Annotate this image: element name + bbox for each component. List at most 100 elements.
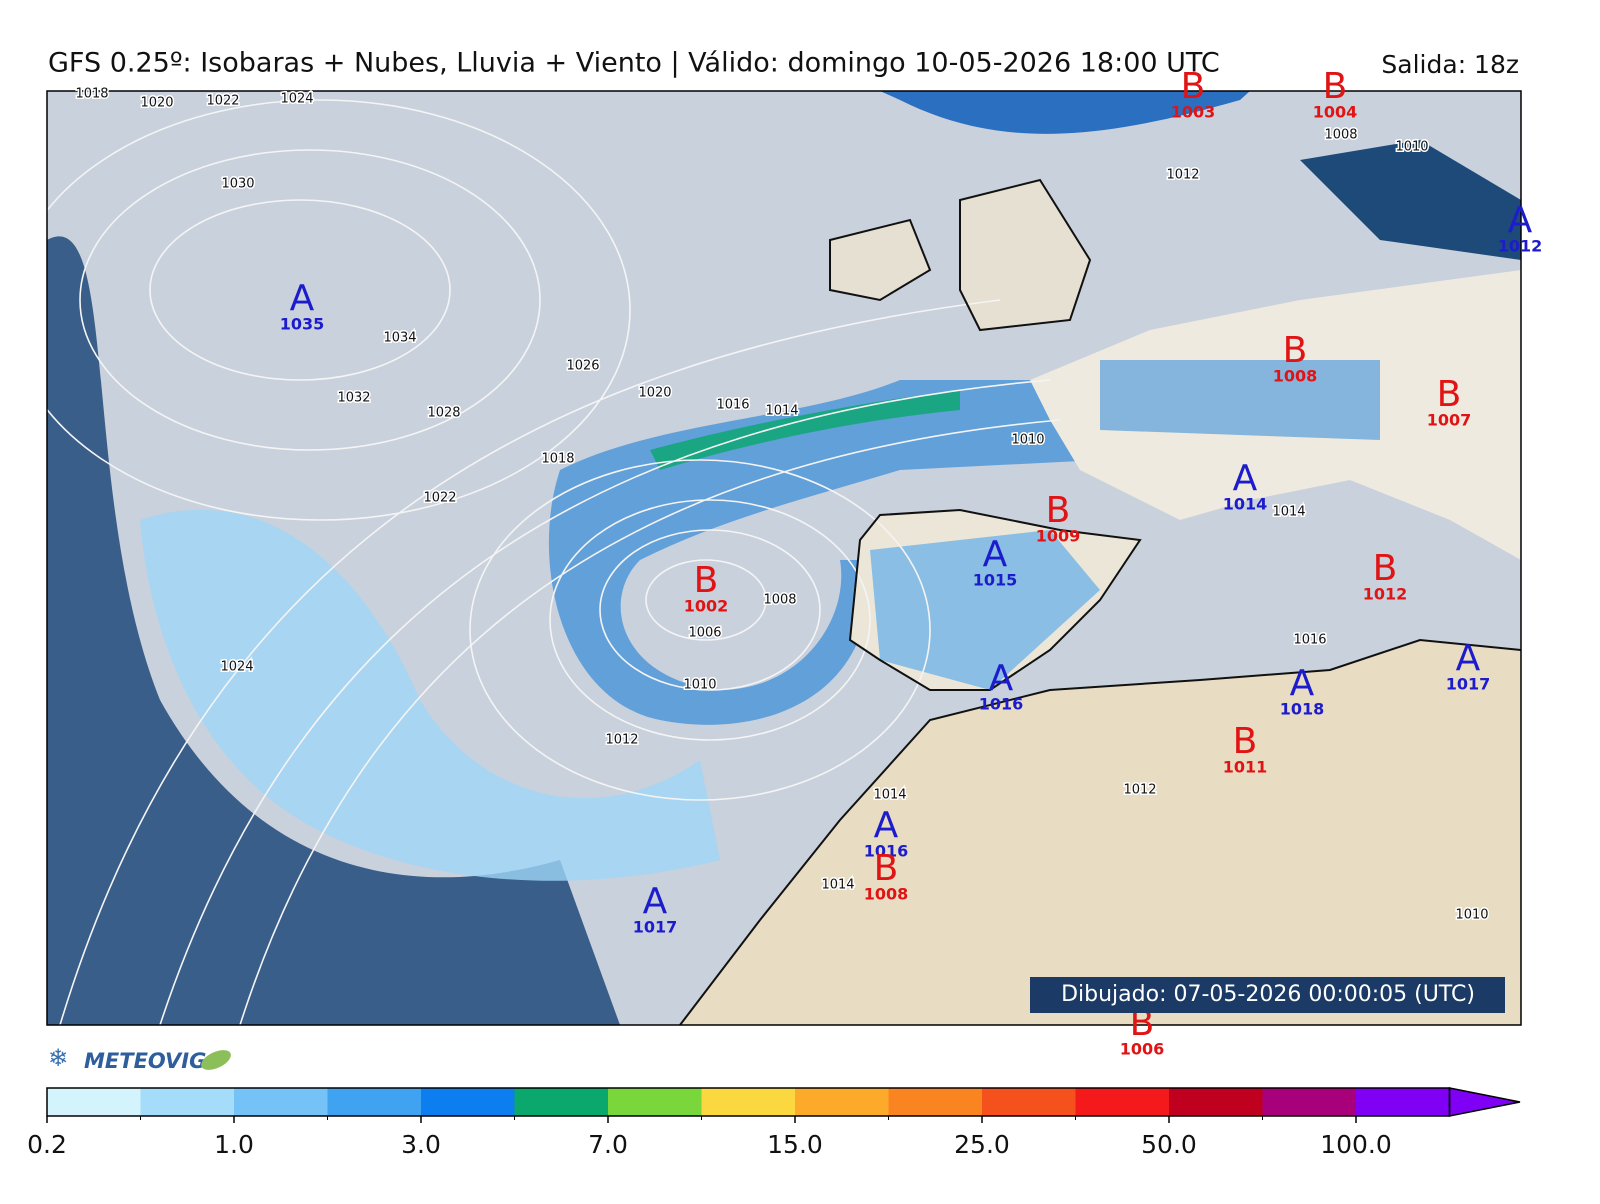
colorbar-tick-label: 1.0 — [214, 1130, 254, 1159]
center-letter: A — [989, 658, 1014, 699]
rain-band — [140, 509, 720, 881]
center-value: 1017 — [1446, 675, 1491, 694]
isobar-label: 1016 — [1293, 633, 1326, 648]
center-letter: B — [1181, 66, 1206, 107]
colorbar-tick-label: 15.0 — [767, 1130, 823, 1159]
isobar-label: 1014 — [765, 404, 798, 419]
isobar-label: 1020 — [638, 386, 671, 401]
isobar-label: 1024 — [280, 92, 313, 107]
isobar-label: 1032 — [337, 391, 370, 406]
colorbar-arrow — [1448, 1087, 1521, 1117]
center-letter: B — [1283, 330, 1308, 371]
colorbar-tick-label: 25.0 — [954, 1130, 1010, 1159]
center-letter: A — [1290, 663, 1315, 704]
center-value: 1018 — [1280, 700, 1325, 719]
isobar-label: 1022 — [423, 491, 456, 506]
colorbar-segment — [1169, 1088, 1263, 1116]
drawn-label: Dibujado: 07-05-2026 00:00:05 (UTC) — [1061, 982, 1475, 1007]
center-letter: A — [1233, 458, 1258, 499]
logo-icon: ❄ — [48, 1044, 68, 1072]
colorbar-segment — [1262, 1088, 1356, 1116]
title: GFS 0.25º: Isobaras + Nubes, Lluvia + Vi… — [48, 48, 1220, 79]
rain-iberia — [870, 530, 1100, 690]
center-value: 1012 — [1363, 585, 1408, 604]
isobar-label: 1028 — [427, 406, 460, 421]
center-value: 1007 — [1427, 411, 1472, 430]
isobar-label: 1010 — [1011, 433, 1044, 448]
isobar-label: 1016 — [716, 398, 749, 413]
center-value: 1011 — [1223, 758, 1268, 777]
rain-band — [880, 91, 1250, 134]
center-letter: B — [1233, 721, 1258, 762]
land-britain — [960, 180, 1090, 330]
cloud-band — [47, 236, 620, 1025]
coastline — [679, 178, 1521, 1025]
isobar-label: 1010 — [1395, 140, 1428, 155]
center-value: 1017 — [633, 918, 678, 937]
colorbar-segment — [234, 1088, 328, 1116]
logo-text: METEOVIGO — [84, 1049, 224, 1073]
center-letter: A — [1508, 200, 1533, 241]
map — [47, 91, 1521, 1025]
isobar-label: 1018 — [75, 87, 108, 102]
center-letter: B — [1373, 548, 1398, 589]
center-value: 1002 — [684, 597, 729, 616]
logo-leaf — [201, 1050, 231, 1070]
colorbar-segment — [140, 1088, 234, 1116]
isobar-label: 1012 — [605, 733, 638, 748]
colorbar-segment — [701, 1088, 795, 1116]
center-value: 1004 — [1313, 103, 1358, 122]
colorbar-tick-label: 7.0 — [588, 1130, 628, 1159]
colorbar-segment — [795, 1088, 889, 1116]
run-label: Salida: 18z — [1381, 50, 1519, 79]
colorbar-segment — [327, 1088, 421, 1116]
isobar-label: 1018 — [541, 452, 574, 467]
center-letter: A — [1456, 638, 1481, 679]
center-letter: B — [694, 560, 719, 601]
isobar-label: 1012 — [1166, 168, 1199, 183]
center-letter: B — [1046, 490, 1071, 531]
isobars — [47, 99, 1061, 1025]
land-africa — [680, 640, 1521, 1025]
center-letter: B — [1437, 374, 1462, 415]
colorbar-segment — [888, 1088, 982, 1116]
center-value: 1016 — [864, 842, 909, 861]
center-value: 1035 — [280, 315, 325, 334]
center-value: 1008 — [1273, 367, 1318, 386]
center-value: 1006 — [1120, 1040, 1165, 1059]
isobar-label: 1014 — [873, 788, 906, 803]
colorbar-tick-label: 3.0 — [401, 1130, 441, 1159]
isobar-label: 1024 — [220, 660, 253, 675]
isobar-label: 1034 — [383, 331, 416, 346]
colorbar: 0.2 1.0 3.0 7.0 15.0 25.0 50.0 100.0 — [27, 1087, 1521, 1159]
center-letter: B — [1323, 66, 1348, 107]
center-value: 1003 — [1171, 103, 1216, 122]
colorbar-segment — [1075, 1088, 1169, 1116]
isobar-label: 1014 — [821, 878, 854, 893]
rain-core — [650, 390, 960, 470]
center-letter: A — [290, 278, 315, 319]
colorbar-segment — [1356, 1088, 1450, 1116]
cloud-band — [1300, 140, 1521, 260]
isobar-label: 1006 — [688, 626, 721, 641]
isobar-label: 1012 — [1123, 783, 1156, 798]
isobar-label: 1008 — [1324, 128, 1357, 143]
center-letter: A — [643, 881, 668, 922]
isobar-label: 1022 — [206, 94, 239, 109]
isobar-label: 1030 — [221, 177, 254, 192]
isobar-label: 1026 — [566, 359, 599, 374]
center-value: 1009 — [1036, 527, 1081, 546]
center-letter: A — [874, 805, 899, 846]
center-value: 1016 — [979, 695, 1024, 714]
center-value: 1015 — [973, 571, 1018, 590]
rain-band — [548, 380, 1100, 725]
colorbar-segment — [47, 1088, 141, 1116]
colorbar-segment — [514, 1088, 608, 1116]
center-value: 1014 — [1223, 495, 1268, 514]
colorbar-segment — [982, 1088, 1076, 1116]
isobar-label: 1014 — [1272, 505, 1305, 520]
isobar-label: 1020 — [140, 96, 173, 111]
